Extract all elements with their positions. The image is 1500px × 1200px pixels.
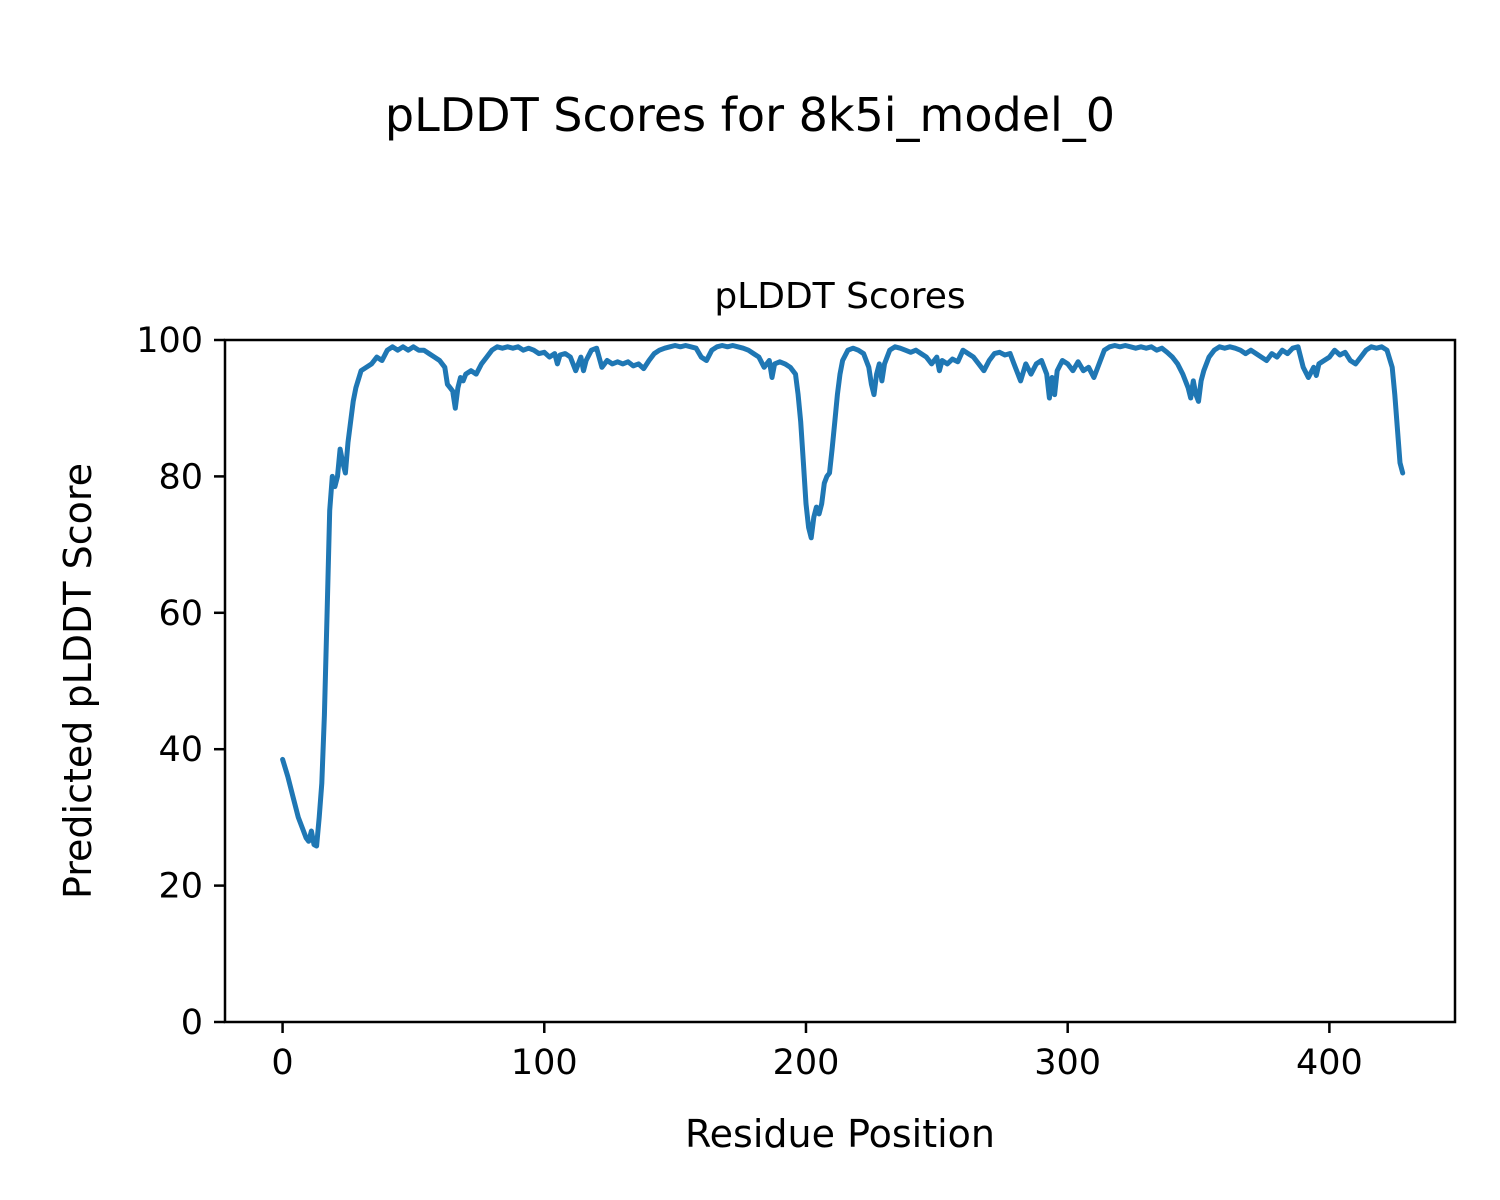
x-tick-label: 100	[511, 1043, 578, 1083]
axes-title: pLDDT Scores	[714, 276, 966, 317]
y-tick-label: 100	[136, 321, 203, 361]
y-tick-label: 40	[158, 730, 203, 770]
x-tick-label: 200	[773, 1043, 840, 1083]
y-tick-label: 0	[181, 1003, 203, 1043]
x-tick-label: 400	[1296, 1043, 1363, 1083]
y-tick-label: 20	[158, 867, 203, 907]
y-tick-label: 80	[158, 457, 203, 497]
x-tick-label: 0	[271, 1043, 293, 1083]
y-axis-label: Predicted pLDDT Score	[56, 463, 100, 899]
axes-box	[223, 338, 1457, 1024]
y-tick-label: 60	[158, 594, 203, 634]
x-tick-label: 300	[1034, 1043, 1101, 1083]
figure-title: pLDDT Scores for 8k5i_model_0	[384, 88, 1116, 142]
x-axis-label: Residue Position	[684, 1112, 996, 1156]
plddt-score-line	[280, 343, 1406, 849]
